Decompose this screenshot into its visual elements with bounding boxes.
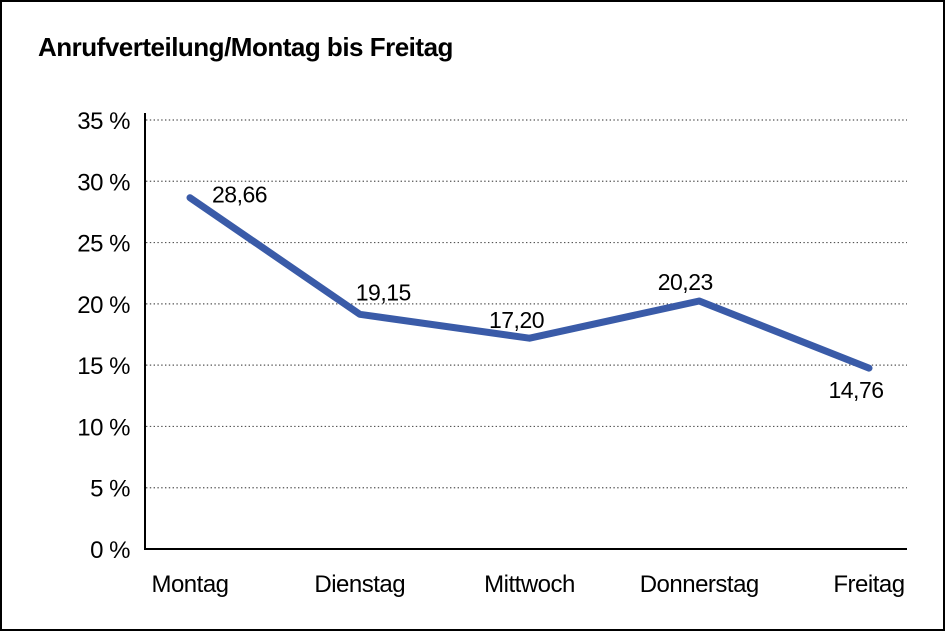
series-line [186,194,873,372]
x-category-label: Freitag [833,571,904,598]
x-category-label: Montag [151,571,228,598]
y-tick-label: 15 % [77,353,130,380]
x-category-label: Donnerstag [640,571,759,598]
data-point-label: 17,20 [489,307,544,333]
x-category-label: Mittwoch [484,571,575,598]
data-point-label: 20,23 [658,269,713,295]
chart-title: Anrufverteilung/Montag bis Freitag [38,32,453,62]
data-point-label: 28,66 [212,182,267,208]
y-tick-label: 25 % [77,231,130,258]
data-point-label: 14,76 [828,377,883,403]
data-point-label: 19,15 [356,279,411,305]
y-tick-label: 30 % [77,169,130,196]
y-tick-label: 35 % [77,108,130,135]
x-category-label: Dienstag [314,571,405,598]
y-tick-label: 20 % [77,292,130,319]
y-tick-label: 0 % [90,537,130,564]
y-tick-label: 5 % [90,476,130,503]
y-tick-label: 10 % [77,414,130,441]
